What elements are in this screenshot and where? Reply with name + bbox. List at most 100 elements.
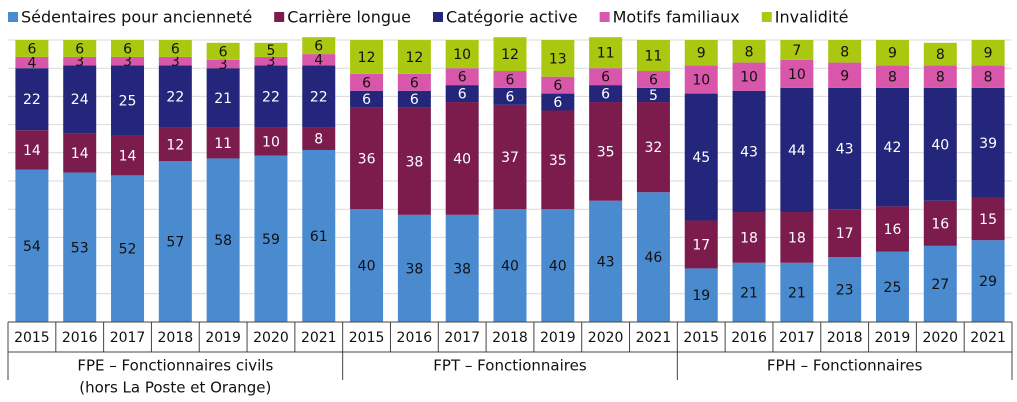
group-label: FPH – Fonctionnaires [767, 357, 923, 375]
bar-segment [875, 40, 909, 66]
legend-swatch [599, 12, 610, 22]
bar-segment [397, 214, 431, 322]
bar-segment [445, 102, 479, 215]
bar-segment [397, 40, 431, 74]
bar-segment [828, 87, 862, 210]
bar-segment [302, 127, 336, 150]
x-tick-label: 2021 [636, 330, 672, 346]
data-label: 6 [410, 92, 419, 108]
bar-segment [589, 200, 623, 322]
bar-segment [445, 214, 479, 322]
bar-segment [350, 90, 384, 108]
data-label: 6 [553, 95, 562, 111]
data-label: 38 [405, 154, 423, 170]
data-label: 6 [362, 75, 371, 91]
bar-segment [971, 65, 1005, 88]
data-label: 10 [692, 72, 710, 88]
data-label: 8 [984, 70, 993, 86]
bar-segment [397, 90, 431, 108]
data-label: 40 [453, 151, 471, 167]
data-label: 3 [266, 54, 275, 70]
bar-segment [493, 71, 527, 88]
data-label: 12 [405, 50, 423, 66]
bar-segment [541, 110, 575, 210]
data-label: 14 [71, 146, 89, 162]
bar-segment [684, 65, 718, 94]
data-label: 6 [362, 92, 371, 108]
bar-segment [63, 56, 97, 66]
bar-segment [971, 87, 1005, 198]
data-label: 15 [979, 212, 997, 228]
data-label: 39 [979, 136, 997, 152]
data-label: 4 [27, 56, 36, 72]
data-label: 6 [553, 78, 562, 94]
data-label: 17 [836, 226, 854, 242]
data-label: 9 [984, 46, 993, 62]
bar-segment [780, 212, 814, 263]
data-label: 18 [788, 230, 806, 246]
data-label: 8 [936, 47, 945, 63]
data-label: 43 [597, 254, 615, 270]
data-label: 6 [27, 41, 36, 57]
x-tick-label: 2020 [588, 330, 624, 346]
bar-segment [445, 85, 479, 103]
bar-segment [302, 65, 336, 128]
data-label: 25 [119, 94, 137, 110]
legend: Sédentaires pour ancienneté Carrière long… [8, 8, 849, 27]
data-label: 40 [501, 259, 519, 275]
data-label: 29 [979, 274, 997, 290]
bar-segment [684, 93, 718, 221]
bar-segment [206, 42, 240, 60]
bar-segment [493, 87, 527, 105]
bar-segment [828, 257, 862, 322]
legend-label: Sédentaires pour ancienneté [21, 8, 252, 27]
bar-segment [302, 54, 336, 66]
bar-segment [63, 40, 97, 57]
group-label: FPE – Fonctionnaires civils [77, 357, 273, 375]
data-label: 6 [601, 87, 610, 103]
bar-segment [636, 87, 670, 103]
data-label: 22 [23, 92, 41, 108]
data-label: 6 [171, 41, 180, 57]
data-label: 3 [75, 54, 84, 70]
bar-segment [493, 209, 527, 322]
data-label: 9 [697, 46, 706, 62]
bar-segment [15, 68, 49, 131]
bar-segment [589, 102, 623, 201]
data-label: 40 [549, 259, 567, 275]
data-label: 38 [405, 261, 423, 277]
legend-swatch [761, 12, 772, 22]
bar-segment [828, 40, 862, 63]
x-tick-label: 2015 [683, 330, 719, 346]
x-tick-label: 2018 [158, 330, 194, 346]
bar-segment [589, 85, 623, 103]
group-label: FPT – Fonctionnaires [433, 357, 587, 375]
legend-label: Motifs familiaux [613, 8, 740, 27]
data-label: 35 [597, 144, 615, 160]
bar-segment [875, 251, 909, 322]
bar-segment [63, 65, 97, 134]
bar-segment [541, 76, 575, 94]
data-label: 35 [549, 153, 567, 169]
legend-label: Invalidité [775, 8, 849, 27]
bar-segment [397, 107, 431, 215]
data-label: 5 [266, 43, 275, 59]
data-label: 10 [262, 135, 280, 151]
data-label: 8 [840, 44, 849, 60]
data-label: 25 [884, 280, 902, 296]
bar-segment [780, 262, 814, 322]
bar-segment [541, 40, 575, 77]
data-label: 22 [262, 89, 280, 105]
bar-segment [971, 40, 1005, 66]
bar-segment [780, 87, 814, 213]
data-label: 6 [458, 87, 467, 103]
bar-segment [684, 40, 718, 66]
data-label: 8 [936, 70, 945, 86]
bar-segment [158, 161, 192, 322]
data-label: 53 [71, 240, 89, 256]
bar-segment [254, 65, 288, 128]
bar-segment [15, 130, 49, 170]
data-label: 11 [597, 46, 615, 62]
bar-segment [206, 68, 240, 128]
bar-segment [350, 73, 384, 91]
